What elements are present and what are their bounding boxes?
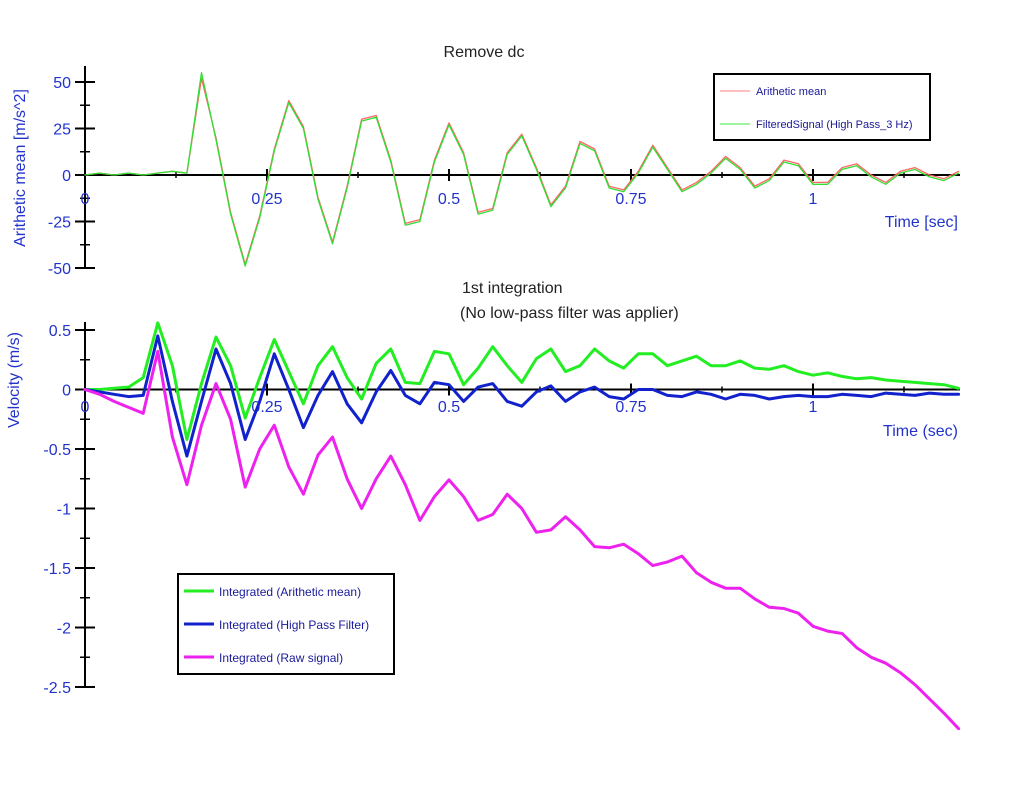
- y-tick-label: 0: [62, 168, 71, 185]
- y-tick-label: -1: [57, 502, 71, 519]
- y-axis-label: Velocity (m/s): [6, 332, 23, 428]
- chart-title: 1st integration: [462, 280, 563, 297]
- legend-label-integrated-raw: Integrated (Raw signal): [219, 651, 343, 665]
- axes: 50 25 0 -25 -50 0 0.25 0.5 0.75 1: [48, 66, 960, 278]
- series-line-integrated-raw-signal: [83, 349, 961, 731]
- x-tick-label: 1: [809, 399, 818, 416]
- chart-remove-dc: Remove dc Arithetic mean [m/s^2] Time [s…: [12, 44, 960, 278]
- y-tick-label: -0.5: [43, 442, 71, 459]
- y-tick-label: 50: [53, 75, 71, 92]
- chart-title: Remove dc: [444, 44, 525, 61]
- legend-label-filtered-signal: FilteredSignal (High Pass_3 Hz): [756, 119, 913, 131]
- chart-subtitle: (No low-pass filter was applier): [460, 305, 679, 322]
- legend: Integrated (Arithetic mean) Integrated (…: [177, 573, 395, 675]
- series-line-integrated-arithetic-mean: [83, 321, 961, 441]
- legend-label-integrated-arithetic-mean: Integrated (Arithetic mean): [219, 585, 361, 599]
- series-group: [83, 321, 961, 731]
- y-axis-label: Arithetic mean [m/s^2]: [12, 89, 29, 247]
- y-tick-label: -2.5: [43, 680, 71, 697]
- y-tick-label: -1.5: [43, 561, 71, 578]
- y-tick-label: -50: [48, 261, 71, 278]
- series-line-integrated-high-pass-filter: [83, 334, 961, 458]
- x-axis-label: Time (sec): [883, 423, 958, 440]
- x-tick-label: 0.5: [438, 191, 460, 208]
- x-tick-label: 0.5: [438, 399, 460, 416]
- series-group: [84, 72, 960, 267]
- y-tick-label: 0.5: [49, 323, 71, 340]
- y-tick-label: -25: [48, 215, 71, 232]
- x-tick-label: 1: [809, 191, 818, 208]
- series-line-filteredsignal-high-pass-3-hz: [84, 72, 960, 267]
- legend-label-integrated-high-pass: Integrated (High Pass Filter): [219, 618, 369, 632]
- x-axis-label: Time [sec]: [885, 214, 958, 231]
- x-tick-label: 0.75: [615, 191, 646, 208]
- x-tick-label: 0.25: [251, 191, 282, 208]
- x-tick-label: 0.75: [615, 399, 646, 416]
- y-tick-label: 0: [62, 383, 71, 400]
- legend-box: [713, 73, 931, 141]
- y-tick-label: -2: [57, 621, 71, 638]
- x-tick-label: 0: [81, 191, 90, 208]
- legend: Arithetic mean FilteredSignal (High Pass…: [713, 73, 931, 141]
- chart-first-integration: 1st integration (No low-pass filter was …: [6, 280, 961, 731]
- y-tick-label: 25: [53, 122, 71, 139]
- x-tick-label: 0: [81, 399, 90, 416]
- legend-label-arithetic-mean: Arithetic mean: [756, 86, 826, 98]
